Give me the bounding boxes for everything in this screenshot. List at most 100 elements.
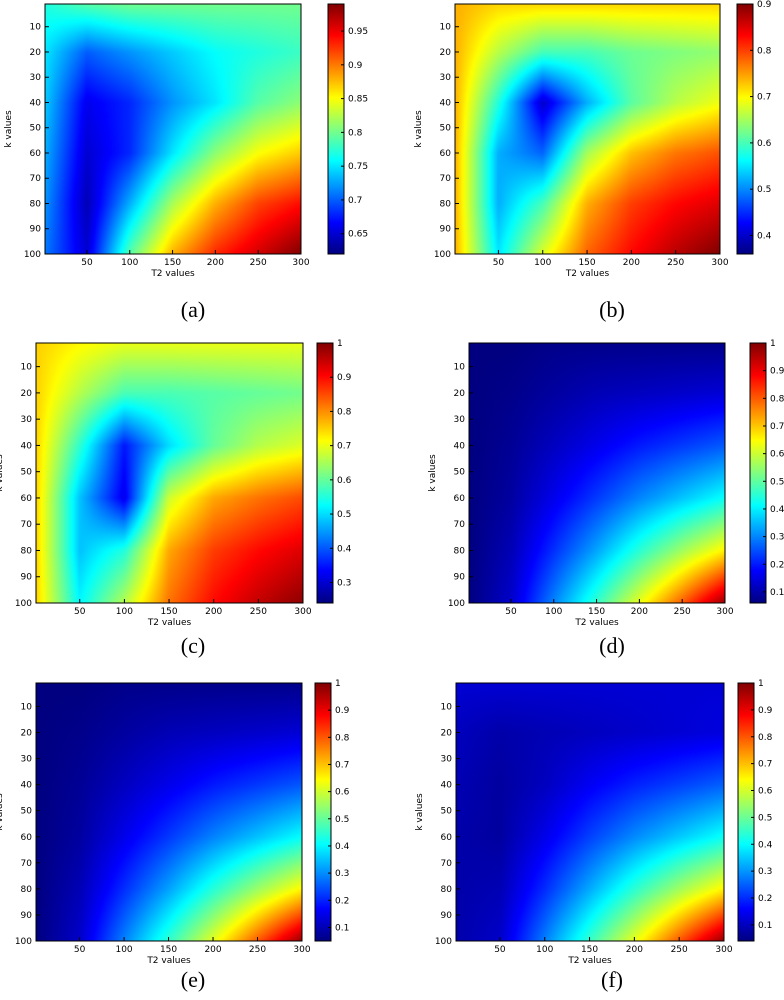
y-tick-label: 80 [454,546,466,556]
y-tick-label: 100 [15,937,32,947]
x-tick-label: 200 [204,945,221,955]
y-tick-label: 80 [21,885,33,895]
colorbar [316,342,334,604]
x-tick-label: 100 [121,258,138,268]
colorbar-tick-label: 0.6 [337,476,352,486]
y-tick-label: 40 [454,441,466,451]
colorbar-tick-label: 0.3 [337,578,351,588]
x-tick-label: 200 [205,607,222,617]
y-tick-label: 100 [15,599,32,609]
x-tick-label: 50 [74,945,86,955]
heatmap-image [469,343,725,603]
colorbar-tick-label: 0.95 [348,27,368,37]
colorbar-tick-label: 0.7 [348,196,362,206]
y-tick-label: 70 [21,520,33,530]
panel-caption: (b) [599,297,625,322]
colorbar-tick-label: 0.3 [335,869,349,879]
y-tick-label: 20 [454,389,466,399]
x-tick-label: 300 [715,945,732,955]
y-tick-label: 30 [440,73,452,83]
x-tick-label: 300 [292,258,309,268]
colorbar-tick-label: 0.1 [335,923,349,933]
y-tick-label: 20 [441,729,453,739]
colorbar-tick-label: 1 [770,339,776,349]
x-tick-label: 100 [534,258,551,268]
y-axis-label: k values [0,454,5,492]
y-tick-label: 90 [21,573,33,583]
colorbar-tick-label: 0.7 [757,93,771,103]
y-tick-label: 50 [441,807,453,817]
y-axis-label: k values [415,793,425,831]
x-tick-label: 250 [671,945,688,955]
colorbar-tick-label: 0.9 [337,373,352,383]
y-axis-label: k values [0,793,5,831]
y-tick-label: 90 [441,911,453,921]
x-axis-label: T2 values [565,269,610,279]
y-tick-label: 90 [440,225,452,235]
x-tick-label: 200 [623,258,640,268]
colorbar [736,3,754,255]
heatmap-panel-b: 50 100 150 200 250 300 10 20 30 40 50 60 70 80 90 100 T2… [414,0,772,279]
y-tick-label: 100 [448,599,465,609]
x-tick-label: 50 [74,607,86,617]
colorbar-tick-label: 0.4 [335,842,350,852]
x-axis-label: T2 values [146,956,191,966]
colorbar-tick-label: 0.5 [758,813,772,823]
y-tick-label: 10 [30,23,42,33]
y-tick-label: 100 [435,937,452,947]
y-tick-label: 20 [21,729,33,739]
x-tick-label: 150 [164,258,181,268]
x-tick-label: 200 [626,945,643,955]
colorbar-tick-label: 0.3 [770,533,784,543]
heatmap-image [36,343,303,603]
y-tick-label: 50 [440,124,452,134]
colorbar-tick-label: 0.4 [770,505,784,515]
y-tick-label: 80 [30,199,42,209]
y-tick-label: 40 [30,98,42,108]
x-tick-label: 150 [581,945,598,955]
heatmap-panel-f: 50 100 150 200 250 300 10 20 30 40 50 60 70 80 90 100 T2… [415,679,773,966]
x-axis-label: T2 values [150,269,195,279]
colorbar-tick-label: 0.6 [335,788,350,798]
y-tick-label: 20 [21,389,33,399]
y-tick-label: 60 [21,833,33,843]
colorbar-tick-label: 0.9 [757,0,772,10]
colorbar-tick-label: 0.4 [758,840,773,850]
x-tick-label: 200 [207,258,224,268]
x-tick-label: 150 [160,607,177,617]
heatmap-image [36,683,302,941]
x-tick-label: 50 [505,607,517,617]
colorbar-tick-label: 0.2 [335,896,349,906]
colorbar-tick-label: 0.9 [758,706,773,716]
x-tick-label: 250 [249,945,266,955]
colorbar-tick-label: 1 [758,679,764,689]
x-tick-label: 100 [115,945,132,955]
x-tick-label: 100 [545,607,562,617]
y-tick-label: 90 [21,911,33,921]
colorbar-tick-label: 0.1 [770,588,784,598]
colorbar-tick-label: 0.5 [770,477,784,487]
x-tick-label: 300 [293,945,310,955]
colorbar-tick-label: 0.4 [337,544,352,554]
colorbar-tick-label: 0.7 [758,760,772,770]
y-tick-label: 60 [21,494,33,504]
y-tick-label: 30 [441,755,453,765]
colorbar-tick-label: 0.6 [758,787,773,797]
colorbar-tick-label: 0.3 [758,867,772,877]
heatmap-image [455,4,720,254]
colorbar-tick-label: 0.2 [770,560,784,570]
colorbar-tick-label: 0.85 [348,95,368,105]
y-tick-label: 30 [454,415,466,425]
colorbar-tick-label: 0.5 [757,185,771,195]
colorbar-tick-label: 0.7 [770,422,784,432]
y-tick-label: 80 [440,199,452,209]
heatmap-image [456,683,724,941]
y-tick-label: 60 [441,833,453,843]
y-axis-label: k values [428,454,438,492]
colorbar-tick-label: 0.9 [770,367,784,377]
x-tick-label: 250 [250,258,267,268]
x-tick-label: 250 [674,607,691,617]
y-tick-label: 50 [454,468,466,478]
y-tick-label: 60 [30,149,42,159]
y-tick-label: 30 [30,73,42,83]
